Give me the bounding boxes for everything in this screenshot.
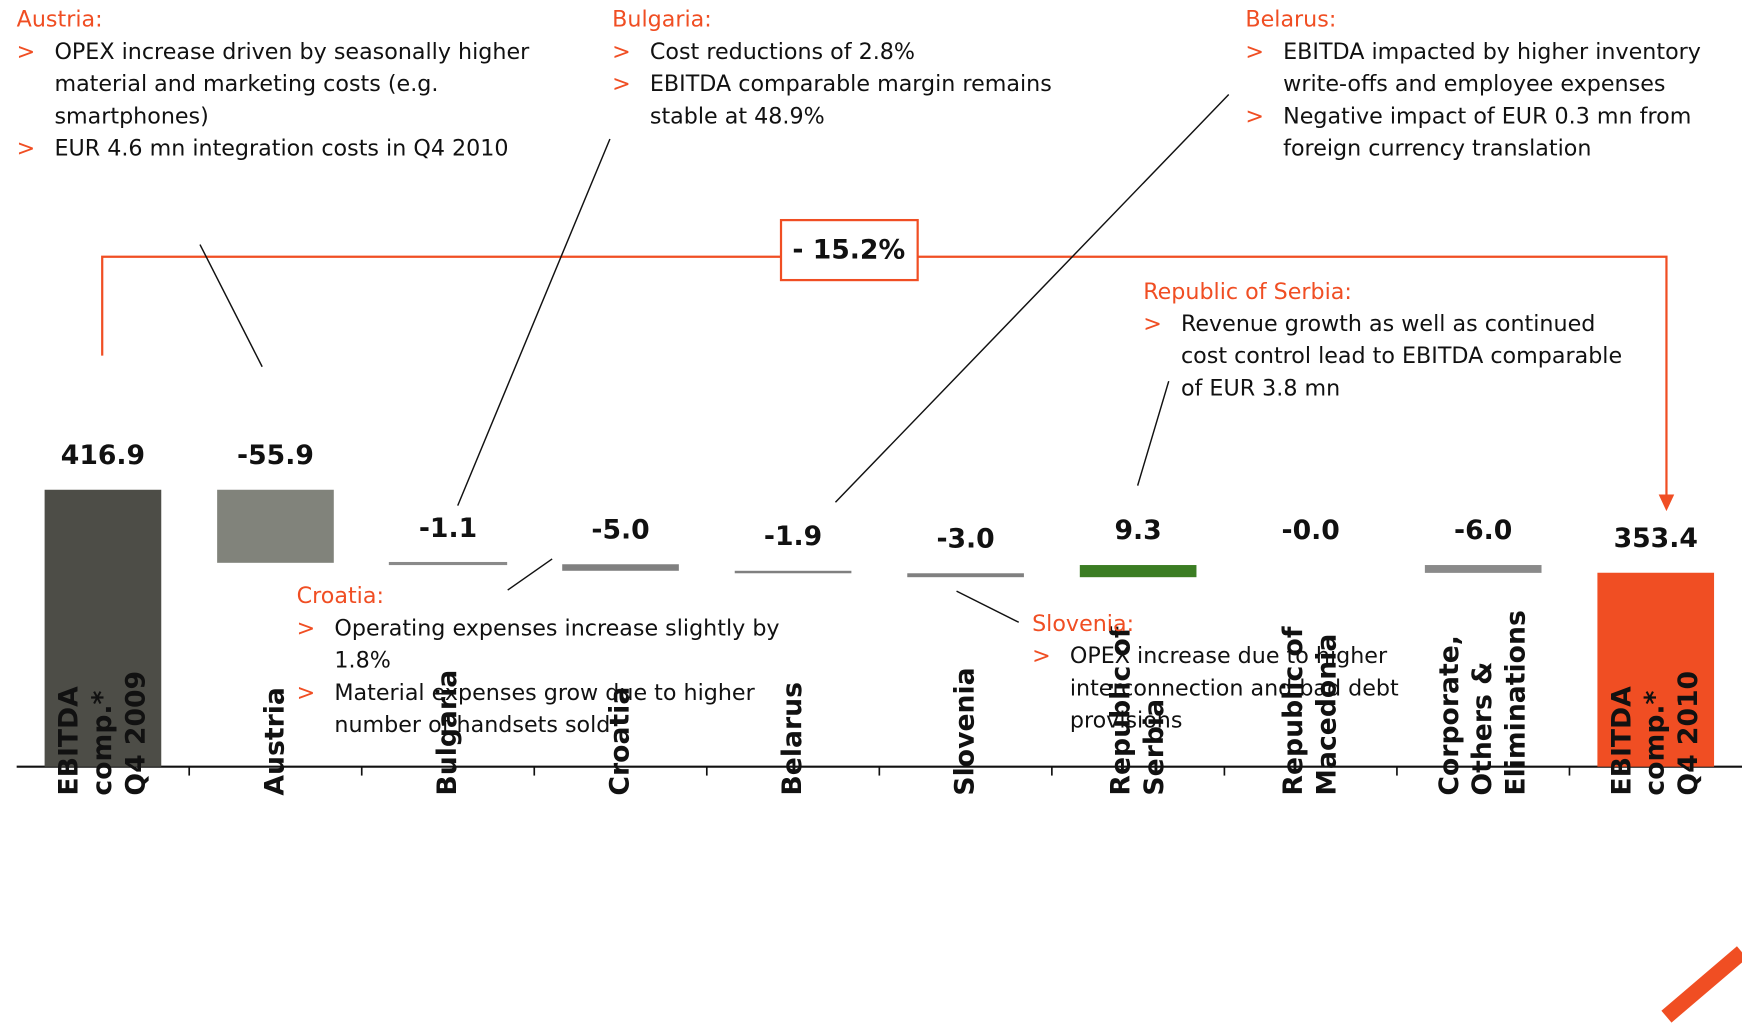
value-label: 353.4 xyxy=(1614,523,1698,554)
bullet-marker: > xyxy=(1245,39,1264,65)
bar xyxy=(388,561,508,566)
value-label: 416.9 xyxy=(61,440,145,471)
annotation-title: Croatia: xyxy=(297,583,384,609)
annotation-text: write-offs and employee expenses xyxy=(1283,71,1665,97)
bullet-marker: > xyxy=(297,615,316,641)
value-label: -1.1 xyxy=(419,513,477,544)
bar xyxy=(44,489,162,767)
value-label: -5.0 xyxy=(591,514,649,545)
annotation-text: material and marketing costs (e.g. xyxy=(54,71,438,97)
annotation-text: Material expenses grow due to higher xyxy=(334,680,755,706)
bar xyxy=(1424,565,1542,573)
bar xyxy=(1597,572,1715,767)
bullet-marker: > xyxy=(297,680,316,706)
x-tick-label: Belarus xyxy=(777,682,808,796)
annotation-text: foreign currency translation xyxy=(1283,135,1591,161)
annotation-title: Bulgaria: xyxy=(612,7,712,33)
annotation-text: 1.8% xyxy=(334,648,390,674)
x-tick-label: EBITDAcomp.*Q4 2009 xyxy=(53,671,151,796)
value-label: -1.9 xyxy=(764,521,822,552)
annotation-title: Austria: xyxy=(17,7,103,33)
annotation-text: Negative impact of EUR 0.3 mn from xyxy=(1283,103,1691,129)
value-label: 9.3 xyxy=(1115,515,1162,546)
change-bracket xyxy=(101,255,782,356)
bullet-marker: > xyxy=(17,39,36,65)
annotation-text: Operating expenses increase slightly by xyxy=(334,615,779,641)
bar xyxy=(734,570,852,574)
x-tick-label: Republic ofSerbia xyxy=(1105,626,1169,795)
bar xyxy=(907,573,1024,578)
bullet-marker: > xyxy=(1143,311,1162,337)
value-label: -55.9 xyxy=(237,440,314,471)
value-label: -0.0 xyxy=(1282,515,1340,546)
x-tick-label: Republic ofMacedonia xyxy=(1278,626,1342,795)
annotation-text: EUR 4.6 mn integration costs in Q4 2010 xyxy=(54,135,508,161)
annotation-text: Cost reductions of 2.8% xyxy=(650,39,915,65)
bullet-marker: > xyxy=(612,71,631,97)
annotation-text: Revenue growth as well as continued xyxy=(1181,311,1595,337)
bar xyxy=(1079,565,1197,578)
annotation-text: interconnection and bad debt xyxy=(1070,675,1399,701)
annotation-text: cost control lead to EBITDA comparable xyxy=(1181,343,1622,369)
annotation-title: Slovenia: xyxy=(1032,611,1134,637)
annotation-text: provisions xyxy=(1070,708,1183,734)
annotation-text: OPEX increase driven by seasonally highe… xyxy=(54,39,530,65)
annotation-title: Belarus: xyxy=(1245,7,1336,33)
arrow-head xyxy=(1658,494,1675,512)
bullet-marker: > xyxy=(17,135,36,161)
change-bracket xyxy=(917,255,1668,497)
bar xyxy=(217,489,334,563)
change-label: - 15.2% xyxy=(792,235,905,266)
bullet-marker: > xyxy=(612,39,631,65)
leader-lines xyxy=(199,94,1230,623)
x-tick-label: Croatia xyxy=(604,687,635,796)
corner-decoration xyxy=(1661,946,1742,1023)
annotation-text: OPEX increase due to higher xyxy=(1070,643,1388,669)
annotation-text: stable at 48.9% xyxy=(650,103,825,129)
change-box xyxy=(779,218,919,282)
bullet-marker: > xyxy=(1245,103,1264,129)
x-tick-label: Bulgaria xyxy=(431,670,462,796)
value-label: -3.0 xyxy=(936,523,994,554)
bar xyxy=(562,564,679,571)
x-tick-label: EBITDAcomp.*Q4 2010 xyxy=(1606,671,1704,796)
annotation-text: smartphones) xyxy=(54,103,208,129)
x-tick-label: Austria xyxy=(259,687,290,796)
x-tick-label: Slovenia xyxy=(949,667,980,795)
annotation-title: Republic of Serbia: xyxy=(1143,279,1352,305)
annotation-text: EBITDA comparable margin remains xyxy=(650,71,1052,97)
bullet-marker: > xyxy=(1032,643,1051,669)
annotation-text: number of handsets sold xyxy=(334,712,610,738)
annotation-text: of EUR 3.8 mn xyxy=(1181,375,1340,401)
x-tick-label: Corporate,Others &Eliminations xyxy=(1433,610,1531,795)
annotation-text: EBITDA impacted by higher inventory xyxy=(1283,39,1701,65)
value-label: -6.0 xyxy=(1454,515,1512,546)
